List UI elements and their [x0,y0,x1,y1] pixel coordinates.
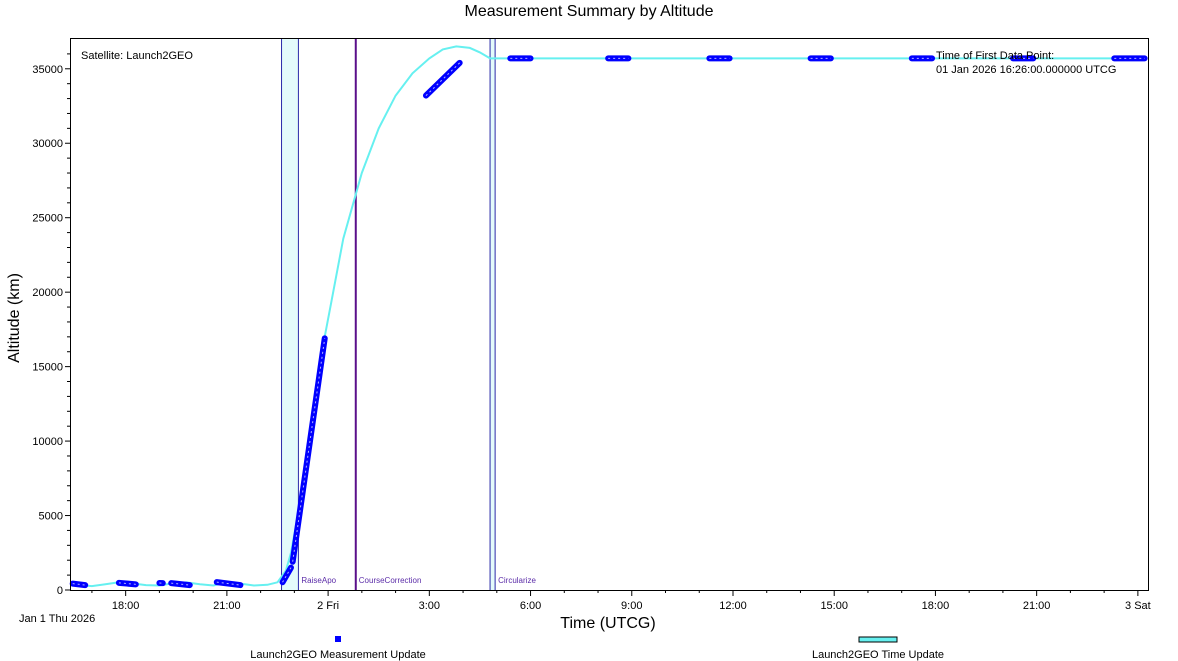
x-tick-label: 9:00 [621,600,642,612]
measurement-segment [422,59,463,99]
measurement-segment-hatch [216,581,241,586]
x-tick-label: 12:00 [719,600,747,612]
measurement-segment [289,335,328,565]
x-axis: 18:00 21:00 2 Fri 3:00 6:00 9:00 12:00 15:00 18:… [91,590,1151,612]
y-tick-label: 5000 [39,511,63,523]
event-label: Circularize [498,576,536,585]
y-tick-label: 35000 [32,64,63,76]
legend-time-update-label: Launch2GEO Time Update [812,649,944,661]
first-point-label: Time of First Data Point: [936,50,1054,62]
y-tick-label: 10000 [32,436,63,448]
event-span [490,39,496,590]
x-tick-label: 18:00 [112,600,140,612]
x-axis-title: Time (UTCG) [560,615,655,632]
y-axis-title: Altitude (km) [6,273,23,363]
date-label: Jan 1 Thu 2026 [19,613,95,625]
legend-measurement: Launch2GEO Measurement Update [250,636,426,661]
event-raiseapo: RaiseApo [281,39,337,590]
measurement-segment [115,579,139,588]
series-layer [69,45,1148,589]
measurement-segment-hatch [171,582,190,586]
event-label: RaiseApo [301,576,336,585]
x-tick-label: 18:00 [922,600,950,612]
x-tick-label: 3:00 [419,600,440,612]
measurement-segment-hatch [72,583,86,586]
y-tick-label: 25000 [32,213,63,225]
event-coursecorrection: CourseCorrection [354,39,422,590]
x-tick-label: 2 Fri [317,600,339,612]
event-label: CourseCorrection [359,576,422,585]
plot-frame [70,38,1149,591]
satellite-label: Satellite: Launch2GEO [81,50,193,62]
x-tick-label: 21:00 [1023,600,1051,612]
first-point-value: 01 Jan 2026 16:26:00.000000 UTCG [936,64,1116,76]
y-tick-label: 0 [57,585,63,597]
legend-measurement-swatch [335,636,341,642]
x-tick-label: 15:00 [820,600,848,612]
measurement-segment [279,564,294,586]
x-tick-label: 6:00 [520,600,541,612]
x-tick-label: 21:00 [213,600,241,612]
chart-title: Measurement Summary by Altitude [464,3,714,20]
legend-time-update: Launch2GEO Time Update [812,636,944,661]
y-tick-label: 15000 [32,362,63,374]
event-circularize: Circularize [489,39,536,590]
event-layer: RaiseApo CourseCorrection Circularize [281,39,536,590]
y-tick-label: 30000 [32,138,63,150]
x-tick-label: 3 Sat [1125,600,1151,612]
time-update-line [72,45,1145,588]
y-axis: 0 5000 10000 15000 20000 25000 30000 35000 [32,53,71,597]
legend-measurement-label: Launch2GEO Measurement Update [250,649,426,661]
legend-time-update-swatch [858,636,898,643]
event-span [281,39,299,590]
y-tick-label: 20000 [32,287,63,299]
